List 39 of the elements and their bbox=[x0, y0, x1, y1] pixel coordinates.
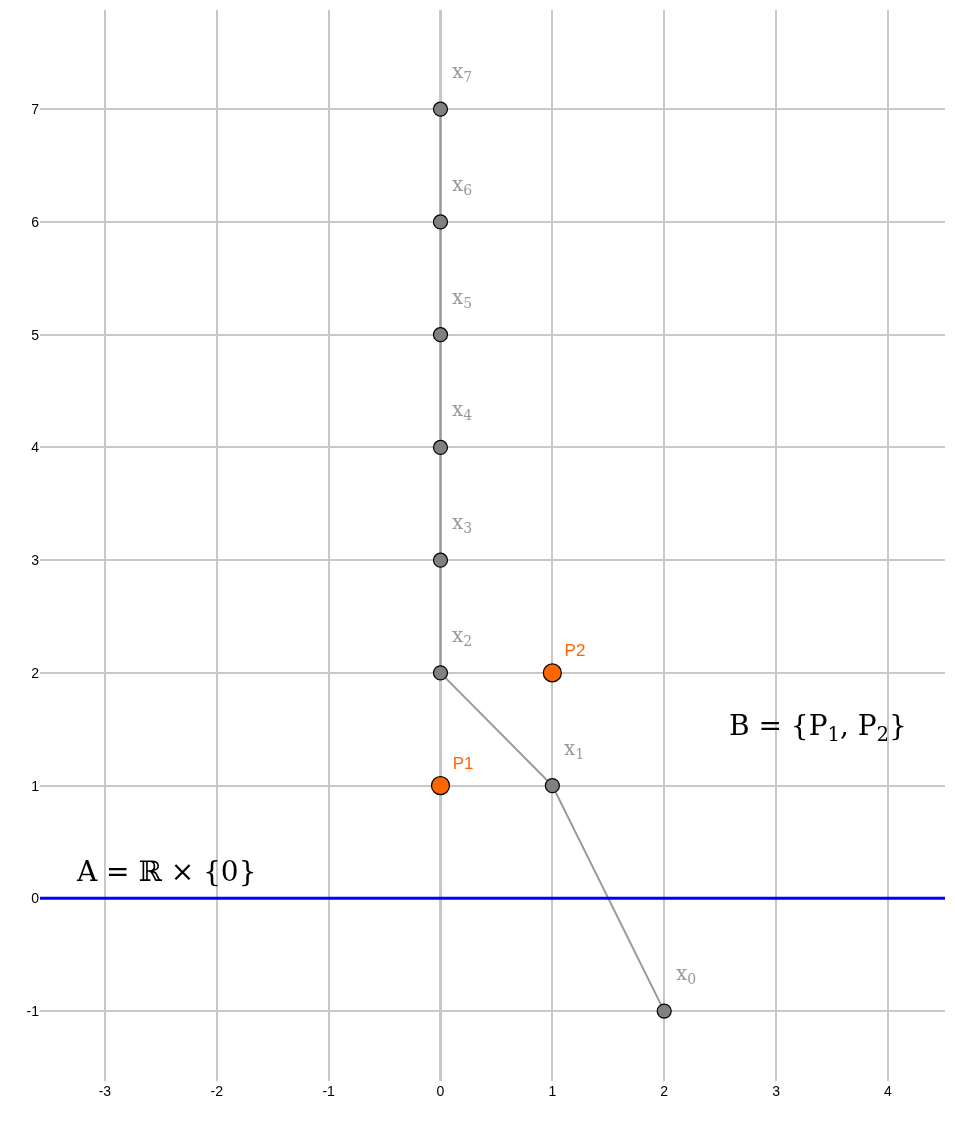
annotation: x$_{2}$ bbox=[452, 623, 473, 650]
y-tick-label: 4 bbox=[31, 439, 40, 456]
y-tick-label: 5 bbox=[31, 326, 40, 343]
annotation: x$_{0}$ bbox=[676, 961, 697, 988]
ref-line-label: A = ℝ × {0} bbox=[76, 855, 257, 888]
x-tick-label: 3 bbox=[772, 1083, 781, 1099]
y-tick-label: 6 bbox=[31, 213, 40, 230]
point bbox=[432, 552, 449, 568]
point bbox=[656, 1003, 672, 1019]
x-tick-label: 4 bbox=[884, 1083, 893, 1099]
annotation: x$_{4}$ bbox=[452, 397, 473, 424]
data-label: P2 bbox=[564, 641, 586, 661]
point bbox=[542, 663, 562, 683]
point bbox=[544, 778, 560, 794]
x-tick-label: -3 bbox=[98, 1083, 112, 1099]
point bbox=[432, 665, 449, 681]
y-tick-label: 0 bbox=[31, 890, 40, 907]
x-tick-label: 2 bbox=[660, 1083, 669, 1099]
annotation: x$_{1}$ bbox=[564, 736, 585, 763]
y-tick-label: 2 bbox=[31, 664, 40, 681]
annotation: x$_{6}$ bbox=[452, 172, 473, 199]
x-tick-label: 0 bbox=[436, 1083, 445, 1099]
point bbox=[432, 214, 449, 230]
point bbox=[430, 776, 451, 796]
point bbox=[432, 101, 449, 117]
annotation: x$_{3}$ bbox=[452, 510, 473, 537]
x-tick-label: -2 bbox=[210, 1083, 224, 1099]
x-tick-label: 1 bbox=[548, 1083, 557, 1099]
data-label: P1 bbox=[452, 754, 474, 774]
annotation: x$_{7}$ bbox=[452, 59, 473, 86]
annotation: B = {P$_{1}$, P$_{2}$} bbox=[729, 709, 907, 746]
y-tick-label: 3 bbox=[31, 552, 40, 569]
annotation: x$_{5}$ bbox=[452, 285, 473, 312]
y-tick-label: 7 bbox=[31, 101, 40, 118]
point bbox=[432, 327, 449, 343]
point bbox=[432, 439, 449, 456]
x-tick-label: -1 bbox=[322, 1083, 336, 1099]
y-tick-label: -1 bbox=[26, 1003, 40, 1019]
y-tick-label: 1 bbox=[31, 777, 40, 794]
